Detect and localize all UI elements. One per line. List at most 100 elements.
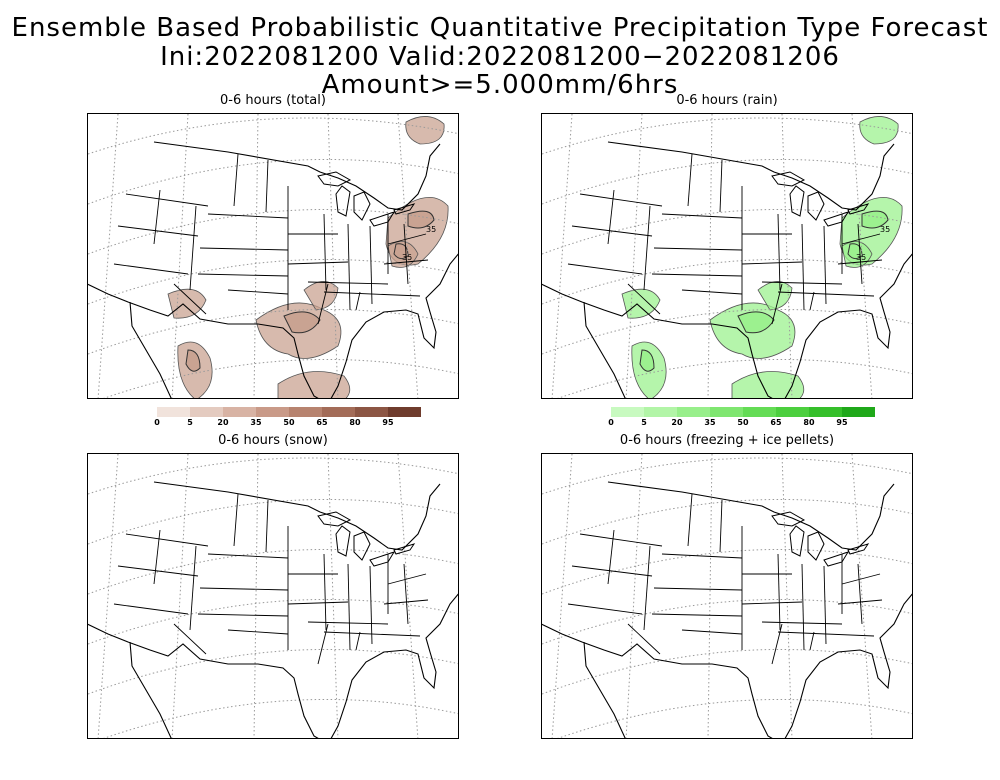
colorbar-rain <box>611 407 875 417</box>
map-freezing <box>541 453 913 739</box>
probability-area <box>757 281 793 311</box>
colorbar-segment <box>190 407 223 417</box>
graticule-line <box>625 454 643 738</box>
probability-core <box>283 311 321 334</box>
colorbar-tick-label: 35 <box>250 418 262 427</box>
colorbar-tick-label: 5 <box>187 418 193 427</box>
graticule-line <box>557 698 912 738</box>
state-boundary <box>841 573 881 585</box>
panel-title-total: 0-6 hours (total) <box>220 93 326 108</box>
colorbar-segment <box>289 407 322 417</box>
graticule-line <box>327 454 339 738</box>
probability-core <box>639 349 655 372</box>
state-boundary <box>607 529 615 585</box>
canada-border <box>153 481 441 551</box>
state-boundary <box>153 189 161 245</box>
probability-core <box>185 349 201 372</box>
graticule-line <box>542 258 912 305</box>
graticule-line <box>88 258 458 305</box>
state-boundary <box>801 563 805 651</box>
graticule-line <box>542 457 912 495</box>
graticule-line <box>88 158 458 205</box>
state-boundary <box>317 283 329 325</box>
state-boundary <box>287 601 349 605</box>
graticule-line <box>551 454 573 738</box>
colorbar-segment <box>611 407 644 417</box>
colorbar-segment <box>157 407 190 417</box>
state-boundary <box>837 259 883 265</box>
graticule-line <box>97 114 119 398</box>
state-boundary <box>627 283 661 315</box>
graticule-line <box>542 498 912 545</box>
map-total: 35 35 <box>87 113 459 399</box>
coastline <box>542 593 912 738</box>
state-boundary <box>355 291 361 311</box>
state-boundary <box>383 259 429 265</box>
state-boundary <box>651 613 743 617</box>
state-boundary <box>227 629 289 635</box>
probability-area <box>859 116 899 145</box>
state-boundary <box>265 499 269 553</box>
panel-title-rain: 0-6 hours (rain) <box>676 93 778 108</box>
colorbar-tick-label: 80 <box>349 418 361 427</box>
panel-title-freezing: 0-6 hours (freezing + ice pellets) <box>619 433 835 448</box>
state-boundary <box>265 159 269 213</box>
great-lakes <box>771 171 870 227</box>
probability-area <box>731 371 805 398</box>
colorbar-tick-label: 65 <box>316 418 328 427</box>
canada-border <box>607 141 895 211</box>
state-boundary <box>771 623 783 665</box>
probability-core <box>847 243 863 260</box>
probability-core <box>393 243 409 260</box>
state-boundary <box>567 263 643 275</box>
coastline <box>542 253 912 398</box>
state-boundary <box>661 553 743 559</box>
state-boundary <box>387 233 427 245</box>
state-boundary <box>113 603 189 615</box>
great-lakes <box>317 511 416 567</box>
probability-area <box>303 281 339 311</box>
state-boundary <box>719 159 723 213</box>
colorbar-tick-label: 0 <box>154 418 160 427</box>
subtitle-valid-time: Ini:2022081200 Valid:2022081200−20220812… <box>160 42 840 100</box>
state-boundary <box>643 545 651 631</box>
colorbar-tick-label: 95 <box>836 418 848 427</box>
colorbar-segment <box>322 407 355 417</box>
graticule-line <box>88 498 458 545</box>
graticule-line <box>542 158 912 205</box>
state-boundary <box>571 225 653 237</box>
colorbar-segment <box>388 407 421 417</box>
graticule-line <box>551 114 573 398</box>
state-boundary <box>681 629 743 635</box>
state-boundary <box>287 261 349 265</box>
state-boundary <box>117 225 199 237</box>
state-boundary <box>771 283 783 325</box>
colorbar-segment <box>677 407 710 417</box>
colorbar-segment <box>223 407 256 417</box>
state-boundary <box>777 213 781 291</box>
canada-border <box>607 481 895 551</box>
contour-label: 35 <box>880 225 890 234</box>
state-boundary <box>801 223 805 311</box>
colorbar-tick-label: 50 <box>283 418 295 427</box>
state-boundary <box>189 205 197 291</box>
state-boundary <box>307 621 389 625</box>
graticule-line <box>397 454 419 738</box>
state-boundary <box>347 563 351 651</box>
state-boundary <box>323 553 327 631</box>
colorbar-tick-label: 65 <box>770 418 782 427</box>
great-lakes <box>317 171 416 227</box>
colorbar-segment <box>743 407 776 417</box>
state-boundary <box>681 289 743 295</box>
state-boundary <box>355 631 361 651</box>
probability-area <box>167 288 207 319</box>
state-boundary <box>233 493 239 547</box>
graticule-line <box>781 114 793 398</box>
state-boundary <box>153 529 161 585</box>
state-boundary <box>199 247 289 251</box>
state-boundary <box>197 273 289 277</box>
probability-area <box>405 116 445 145</box>
colorbar-labels-rain: 0 5 20 35 50 65 80 95 <box>608 418 875 430</box>
state-boundary <box>403 223 409 285</box>
state-boundary <box>777 553 781 631</box>
